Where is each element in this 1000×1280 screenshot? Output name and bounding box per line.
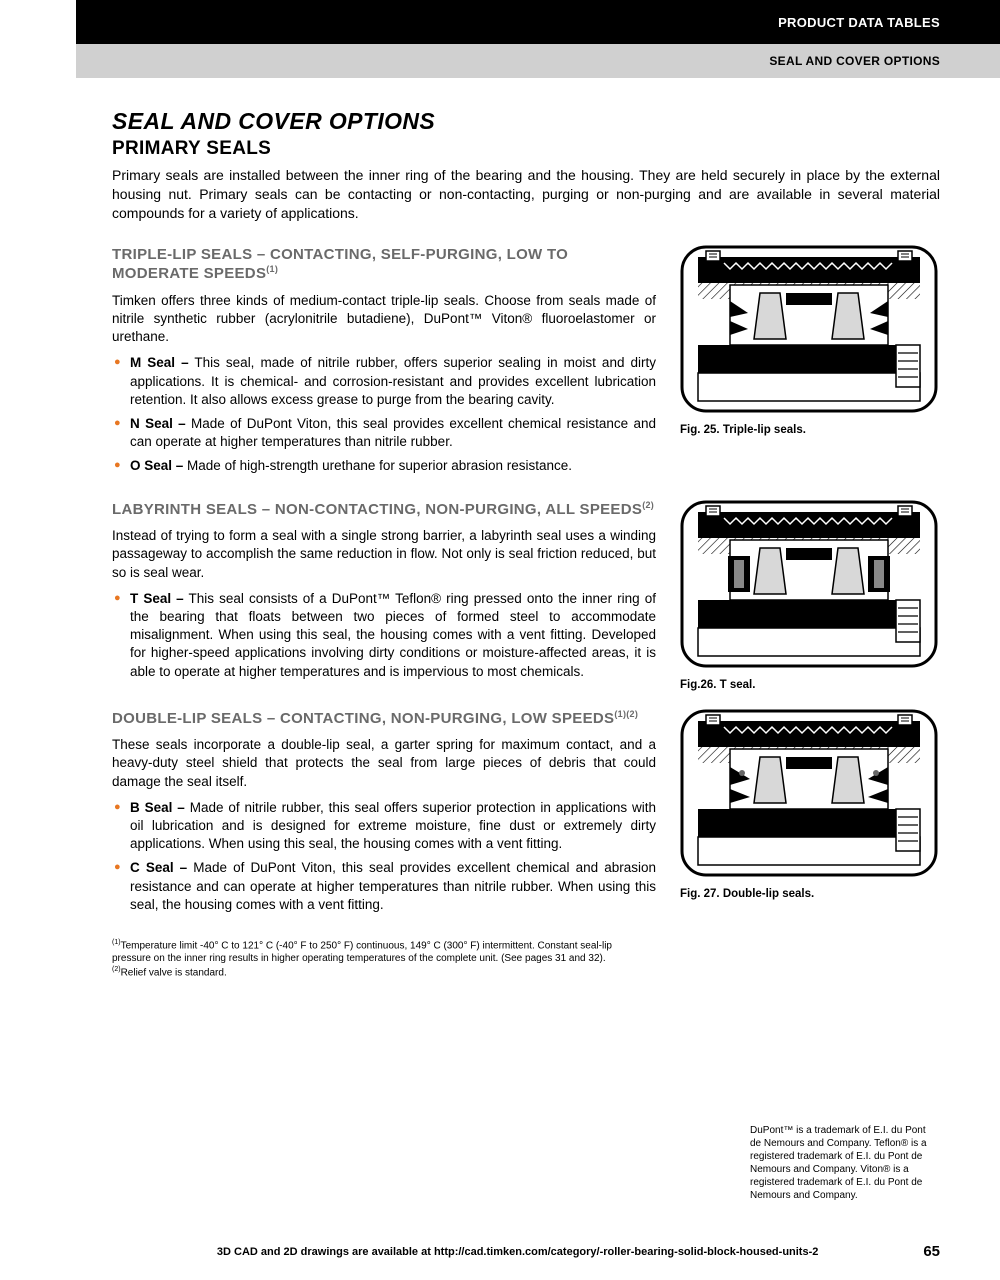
seal-list-item: T Seal – This seal consists of a DuPont™… <box>112 590 656 681</box>
seal-list: B Seal – Made of nitrile rubber, this se… <box>112 799 656 914</box>
header-gray-bar: SEAL AND COVER OPTIONS <box>76 44 1000 78</box>
trademark-notice: DuPont™ is a trademark of E.I. du Pont d… <box>750 1124 930 1202</box>
main-title: SEAL AND COVER OPTIONS <box>112 108 940 135</box>
seal-list: T Seal – This seal consists of a DuPont™… <box>112 590 656 681</box>
header-black-bar: PRODUCT DATA TABLES <box>76 0 1000 44</box>
section-heading: DOUBLE-LIP SEALS – CONTACTING, NON-PURGI… <box>112 709 656 729</box>
seal-diagram-icon <box>680 709 938 877</box>
page-footer: 3D CAD and 2D drawings are available at … <box>112 1243 940 1260</box>
section-text-column: DOUBLE-LIP SEALS – CONTACTING, NON-PURGI… <box>112 709 656 920</box>
page-content: SEAL AND COVER OPTIONS PRIMARY SEALS Pri… <box>0 78 1000 990</box>
figure-caption: Fig. 27. Double-lip seals. <box>680 888 940 900</box>
seal-list-item: M Seal – This seal, made of nitrile rubb… <box>112 354 656 409</box>
header-black-text: PRODUCT DATA TABLES <box>778 15 940 30</box>
seal-list-item: C Seal – Made of DuPont Viton, this seal… <box>112 859 656 914</box>
seal-list-item: O Seal – Made of high-strength urethane … <box>112 457 656 475</box>
seal-diagram-icon <box>680 245 938 413</box>
intro-paragraph: Primary seals are installed between the … <box>112 166 940 223</box>
section-figure-column: Fig.26. T seal. <box>680 500 940 691</box>
footnote-2: Relief valve is standard. <box>121 968 227 979</box>
section-figure-column: Fig. 27. Double-lip seals. <box>680 709 940 920</box>
section-body: Timken offers three kinds of medium-cont… <box>112 292 656 347</box>
seal-list-item: N Seal – Made of DuPont Viton, this seal… <box>112 415 656 451</box>
figure-caption: Fig. 25. Triple-lip seals. <box>680 424 940 436</box>
section-body: These seals incorporate a double-lip sea… <box>112 736 656 791</box>
page-number: 65 <box>923 1243 940 1260</box>
footnote-1: Temperature limit -40° C to 121° C (-40°… <box>112 940 612 964</box>
seal-list-item: B Seal – Made of nitrile rubber, this se… <box>112 799 656 854</box>
footer-text: 3D CAD and 2D drawings are available at … <box>112 1246 923 1258</box>
section-text-column: TRIPLE-LIP SEALS – CONTACTING, SELF-PURG… <box>112 245 656 482</box>
seal-list: M Seal – This seal, made of nitrile rubb… <box>112 354 656 475</box>
figure-caption: Fig.26. T seal. <box>680 679 940 691</box>
sub-title: PRIMARY SEALS <box>112 138 940 160</box>
section-row: LABYRINTH SEALS – NON-CONTACTING, NON-PU… <box>112 500 940 691</box>
seal-diagram-icon <box>680 500 938 668</box>
footnotes: (1)Temperature limit -40° C to 121° C (-… <box>112 938 622 980</box>
section-figure-column: Fig. 25. Triple-lip seals. <box>680 245 940 482</box>
section-row: TRIPLE-LIP SEALS – CONTACTING, SELF-PURG… <box>112 245 940 482</box>
section-row: DOUBLE-LIP SEALS – CONTACTING, NON-PURGI… <box>112 709 940 920</box>
header-gray-text: SEAL AND COVER OPTIONS <box>769 54 940 68</box>
section-text-column: LABYRINTH SEALS – NON-CONTACTING, NON-PU… <box>112 500 656 691</box>
section-heading: LABYRINTH SEALS – NON-CONTACTING, NON-PU… <box>112 500 656 520</box>
section-body: Instead of trying to form a seal with a … <box>112 527 656 582</box>
section-heading: TRIPLE-LIP SEALS – CONTACTING, SELF-PURG… <box>112 245 656 284</box>
